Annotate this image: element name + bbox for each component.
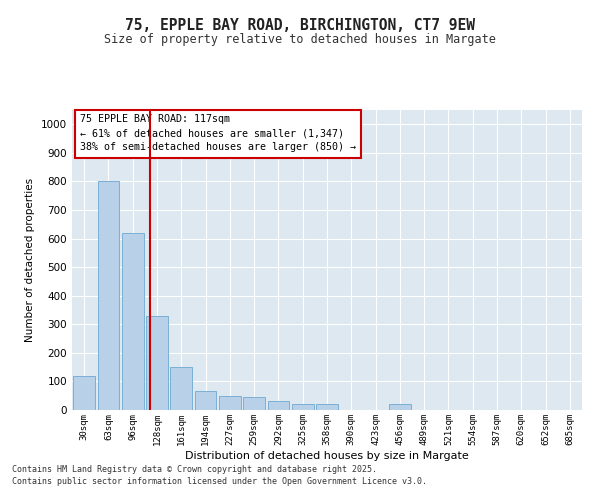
Text: Contains HM Land Registry data © Crown copyright and database right 2025.: Contains HM Land Registry data © Crown c… (12, 466, 377, 474)
Bar (219, 396, 241, 410)
Text: 75, EPPLE BAY ROAD, BIRCHINGTON, CT7 9EW: 75, EPPLE BAY ROAD, BIRCHINGTON, CT7 9EW (125, 18, 475, 32)
Text: Contains public sector information licensed under the Open Government Licence v3: Contains public sector information licen… (12, 477, 427, 486)
Bar (243, 397, 265, 410)
Bar (146, 316, 168, 410)
Bar (292, 404, 314, 410)
Bar (389, 404, 411, 410)
Bar (194, 392, 217, 410)
Text: 75 EPPLE BAY ROAD: 117sqm
← 61% of detached houses are smaller (1,347)
38% of se: 75 EPPLE BAY ROAD: 117sqm ← 61% of detac… (80, 114, 356, 152)
Text: Size of property relative to detached houses in Margate: Size of property relative to detached ho… (104, 32, 496, 46)
Y-axis label: Number of detached properties: Number of detached properties (25, 178, 35, 342)
Bar (97, 182, 119, 410)
Bar (73, 376, 95, 410)
Bar (316, 404, 338, 410)
Bar (122, 233, 143, 410)
Bar (268, 402, 289, 410)
Bar (170, 367, 192, 410)
X-axis label: Distribution of detached houses by size in Margate: Distribution of detached houses by size … (185, 450, 469, 460)
